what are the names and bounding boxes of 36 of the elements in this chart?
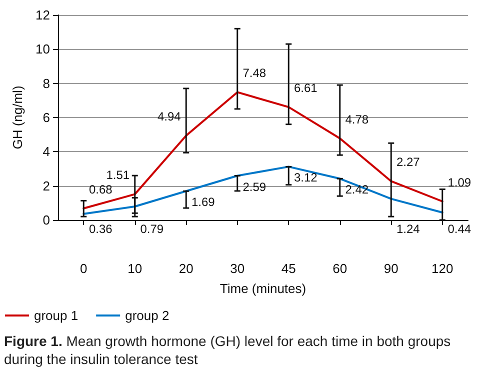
- y-axis-title: GH (ng/ml): [10, 86, 25, 150]
- data-label: 4.78: [345, 112, 369, 126]
- x-tick-label: 10: [128, 261, 142, 276]
- x-tick-label: 0: [80, 261, 88, 276]
- caption: Figure 1. Mean growth hormone (GH) level for each time in both groups during the insulin tolerance test: [4, 332, 452, 368]
- y-tick-label: 0: [42, 212, 50, 228]
- x-tick-label: 45: [281, 261, 296, 276]
- data-label: 2.59: [242, 180, 266, 194]
- data-label: 1.69: [191, 195, 216, 210]
- legend-label: group 1: [34, 308, 78, 323]
- data-label: 0.79: [140, 222, 164, 236]
- y-tick-label: 8: [42, 76, 50, 91]
- data-label: 0.68: [88, 182, 113, 196]
- data-label: 1.24: [396, 222, 420, 236]
- x-tick-label: 90: [384, 261, 398, 276]
- x-axis-title: Time (minutes): [220, 281, 306, 296]
- x-tick-label: 20: [178, 261, 194, 276]
- data-label: 6.61: [294, 81, 318, 96]
- x-tick-label: 60: [332, 261, 348, 276]
- data-label: 0.36: [88, 222, 113, 236]
- x-tick-label: 120: [432, 261, 454, 276]
- data-label: 1.09: [448, 175, 472, 190]
- data-label: 3.12: [294, 170, 318, 185]
- y-tick-label: 6: [42, 110, 50, 125]
- y-tick-label: 10: [36, 42, 50, 57]
- legend-label: group 2: [125, 308, 170, 323]
- data-label: 2.27: [396, 155, 420, 170]
- data-label: 2.42: [345, 182, 369, 197]
- y-tick-label: 2: [42, 178, 50, 194]
- data-label: 7.48: [242, 66, 266, 80]
- y-tick-label: 12: [36, 8, 50, 22]
- y-tick-label: 4: [42, 144, 50, 160]
- data-label: 1.51: [106, 168, 130, 182]
- data-label: 0.44: [448, 222, 472, 236]
- data-label: 4.94: [157, 110, 182, 124]
- x-tick-label: 30: [230, 261, 245, 276]
